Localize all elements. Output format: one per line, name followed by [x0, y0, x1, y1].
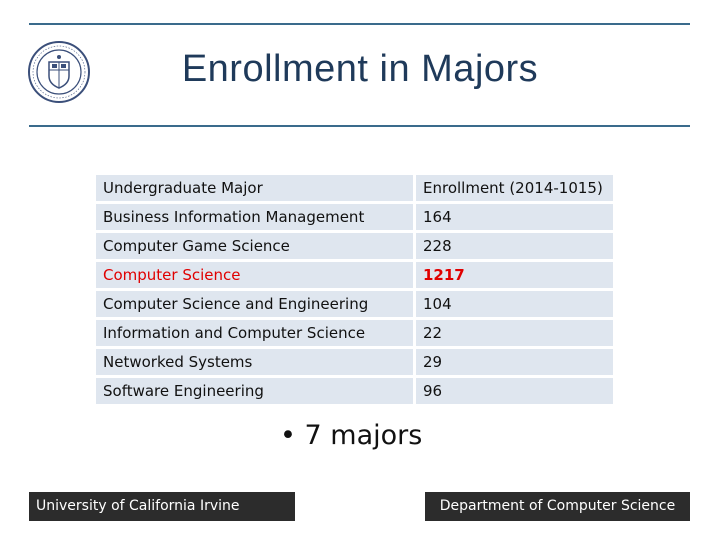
enrollment-cell: 104 — [416, 291, 613, 317]
enrollment-cell: 96 — [416, 378, 613, 404]
footer-university: University of California Irvine — [29, 492, 295, 521]
table-row: Business Information Management 164 — [96, 204, 613, 230]
enrollment-cell: 228 — [416, 233, 613, 259]
header-enrollment: Enrollment (2014-1015) — [416, 175, 613, 201]
bullet-dot-icon: • — [280, 420, 296, 451]
bullet-item: • 7 majors — [280, 420, 422, 451]
bottom-divider — [29, 125, 690, 127]
table-row: Software Engineering 96 — [96, 378, 613, 404]
major-cell: Information and Computer Science — [96, 320, 416, 346]
university-seal-icon — [27, 40, 91, 104]
table-row: Networked Systems 29 — [96, 349, 613, 375]
major-cell: Business Information Management — [96, 204, 416, 230]
enrollment-cell: 1217 — [416, 262, 613, 288]
major-cell: Networked Systems — [96, 349, 416, 375]
bullet-text: 7 majors — [304, 420, 423, 451]
table-row: Computer Science and Engineering 104 — [96, 291, 613, 317]
footer-department: Department of Computer Science — [425, 492, 690, 521]
enrollment-cell: 22 — [416, 320, 613, 346]
major-cell: Software Engineering — [96, 378, 416, 404]
table-header-row: Undergraduate Major Enrollment (2014-101… — [96, 175, 613, 201]
header-major: Undergraduate Major — [96, 175, 416, 201]
slide-title: Enrollment in Majors — [181, 48, 539, 90]
table-row: Computer Game Science 228 — [96, 233, 613, 259]
enrollment-cell: 164 — [416, 204, 613, 230]
top-divider — [29, 23, 690, 25]
table-row-highlighted: Computer Science 1217 — [96, 262, 613, 288]
major-cell: Computer Game Science — [96, 233, 416, 259]
table-row: Information and Computer Science 22 — [96, 320, 613, 346]
enrollment-table: Undergraduate Major Enrollment (2014-101… — [96, 172, 613, 407]
major-cell: Computer Science and Engineering — [96, 291, 416, 317]
major-cell: Computer Science — [96, 262, 416, 288]
enrollment-cell: 29 — [416, 349, 613, 375]
